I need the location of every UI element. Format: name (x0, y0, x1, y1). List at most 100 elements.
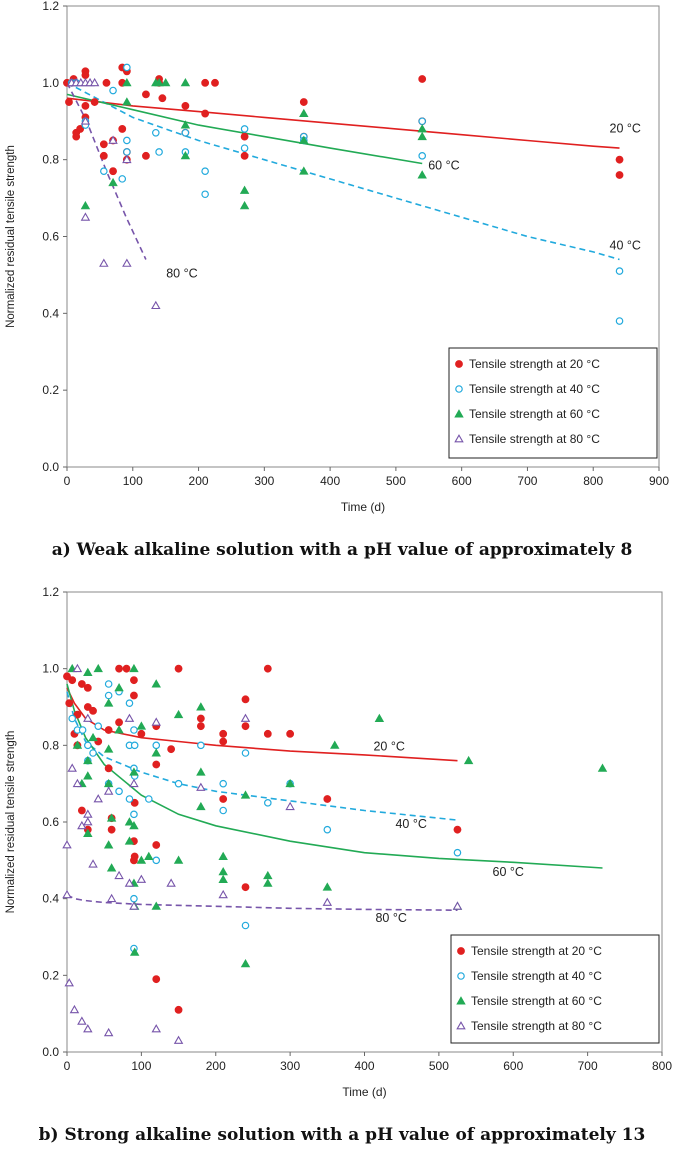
data-point (196, 714, 205, 723)
data-point (130, 852, 139, 861)
data-point (108, 177, 118, 187)
data-point (196, 767, 206, 776)
x-tick-label: 300 (280, 1059, 300, 1073)
data-point (453, 825, 462, 834)
data-point (597, 763, 608, 772)
data-point (62, 889, 72, 899)
data-point (264, 799, 272, 807)
data-point (239, 200, 250, 210)
data-point (83, 1024, 93, 1033)
legend-entry: Tensile strength at 60 °C (471, 994, 602, 1008)
data-point (99, 258, 109, 267)
legend: Tensile strength at 20 °C Tensile strengt… (448, 347, 658, 459)
data-point (65, 98, 73, 106)
data-point (83, 713, 93, 722)
data-point (104, 691, 113, 700)
data-point (122, 78, 132, 87)
legend-entry: Tensile strength at 20 °C (469, 357, 600, 371)
data-point (124, 817, 135, 826)
data-point (323, 825, 332, 834)
x-tick-label: 400 (354, 1059, 374, 1073)
data-point (219, 795, 228, 803)
data-point (152, 841, 161, 849)
data-point (155, 148, 163, 156)
x-tick-label: 0 (64, 1059, 71, 1073)
trendline-label: 40 °C (395, 817, 426, 831)
data-point (241, 722, 250, 731)
x-tick-label: 400 (320, 474, 340, 488)
data-point (615, 317, 624, 325)
data-point (122, 154, 132, 164)
data-point (67, 763, 77, 772)
y-tick-label: 0.0 (42, 460, 59, 474)
data-point (154, 78, 164, 87)
data-point (129, 778, 139, 788)
data-point (99, 140, 108, 149)
legend-entry: Tensile strength at 80 °C (469, 432, 600, 446)
trendline-60c (66, 93, 423, 165)
data-point (123, 148, 131, 156)
y-tick-label: 1.0 (42, 76, 59, 90)
data-point (219, 806, 227, 815)
data-point (322, 882, 333, 891)
data-point (115, 718, 123, 727)
data-point (129, 901, 139, 910)
series-20c (63, 664, 462, 1014)
legend-entry: Tensile strength at 40 °C (471, 969, 602, 983)
x-tick-label: 200 (206, 1059, 226, 1073)
data-point (77, 680, 86, 688)
data-point (103, 786, 114, 795)
data-point (81, 101, 90, 110)
y-tick-label: 0.4 (42, 892, 59, 906)
data-point (158, 94, 167, 103)
data-point (219, 729, 228, 738)
data-point (418, 152, 427, 160)
y-tick-label: 0.8 (42, 153, 59, 167)
data-point (103, 1027, 114, 1037)
data-point (106, 863, 117, 872)
data-point (93, 794, 103, 803)
trendline-20c (66, 97, 620, 149)
x-tick-label: 600 (452, 474, 472, 488)
data-point (90, 98, 99, 106)
data-point (89, 77, 100, 87)
data-point (83, 703, 92, 711)
data-point (124, 878, 135, 887)
data-point (241, 695, 250, 704)
y-tick-label: 1.2 (42, 0, 59, 13)
data-point (142, 151, 150, 160)
y-tick-label: 0.6 (42, 815, 59, 829)
caption-b: b) Strong alkaline solution with a pH va… (38, 1125, 646, 1145)
series-40c (67, 63, 624, 325)
data-point (109, 167, 117, 176)
legend-marker (457, 972, 465, 980)
x-tick-label: 700 (517, 474, 537, 488)
trendline-label: 60 °C (428, 159, 459, 173)
legend-marker (456, 1021, 466, 1030)
data-point (240, 132, 249, 141)
data-point (417, 124, 427, 133)
legend-box (450, 934, 660, 1044)
data-point (72, 740, 83, 749)
data-point (218, 867, 228, 876)
data-point (201, 167, 209, 175)
data-point (115, 787, 123, 796)
data-point (174, 779, 183, 788)
data-point (118, 125, 127, 133)
data-point (130, 691, 138, 700)
legend-entry: Tensile strength at 40 °C (469, 382, 600, 396)
data-point (299, 166, 309, 175)
data-point (181, 128, 190, 137)
data-point (80, 200, 91, 210)
data-point (83, 667, 93, 676)
series-60c (67, 663, 608, 968)
data-point (151, 300, 161, 310)
data-point (103, 744, 114, 753)
series-80c (62, 663, 463, 1044)
y-axis-label: Normalized residual tensile strength (5, 145, 17, 328)
data-point (174, 664, 183, 673)
x-tick-label: 100 (131, 1059, 151, 1073)
data-point (125, 795, 134, 803)
data-point (129, 663, 139, 673)
data-point (151, 901, 161, 910)
